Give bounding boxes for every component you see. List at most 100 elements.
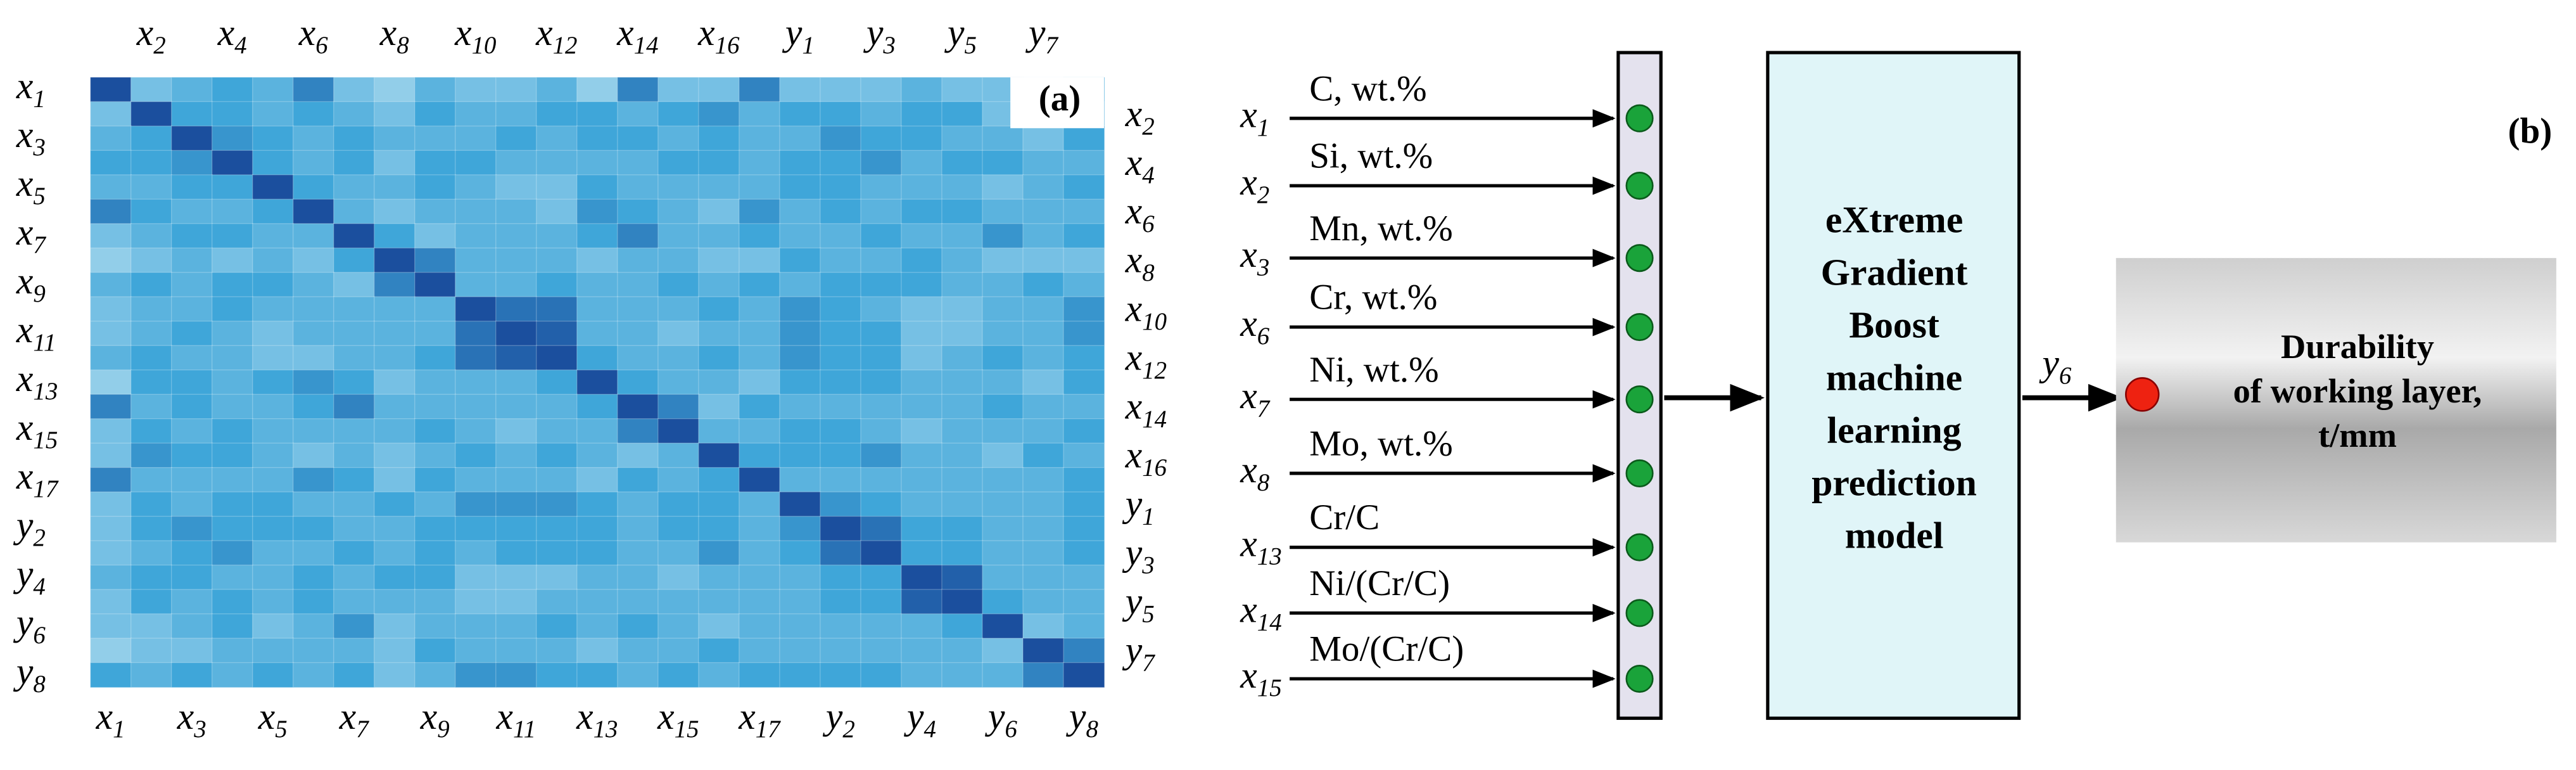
- heatmap-cell: [374, 345, 416, 371]
- heatmap-cell: [820, 174, 862, 200]
- heatmap-cell: [860, 174, 903, 200]
- heatmap-cell: [1022, 613, 1065, 639]
- heatmap-cell: [617, 296, 659, 323]
- heatmap-cell: [982, 662, 1024, 688]
- heatmap-cell: [374, 467, 416, 493]
- variable-index: 13: [1257, 543, 1282, 570]
- heatmap-cell: [333, 345, 376, 371]
- heatmap-cell: [860, 638, 903, 664]
- variable-letter: y: [863, 11, 884, 53]
- heatmap-cell: [1063, 491, 1105, 518]
- heatmap-cell: [293, 223, 335, 249]
- heatmap-cell: [414, 394, 457, 420]
- heatmap-cell: [901, 394, 943, 420]
- variable-index: 2: [1142, 113, 1154, 140]
- heatmap-cell: [1063, 515, 1105, 542]
- model-text: machine: [1826, 356, 1962, 398]
- heatmap-cell: [779, 369, 822, 395]
- heatmap-cell: [171, 321, 213, 347]
- heatmap-cell: [901, 345, 943, 371]
- heatmap-cell: [576, 272, 619, 298]
- heatmap-cell: [982, 442, 1024, 469]
- variable-index: 4: [1142, 162, 1154, 189]
- heatmap-cell: [860, 125, 903, 151]
- heatmap-cell: [698, 467, 740, 493]
- heatmap-cell: [1063, 540, 1105, 567]
- input-node: [1625, 313, 1654, 342]
- heatmap-cell: [820, 150, 862, 176]
- variable-label: x13: [576, 695, 618, 743]
- heatmap-cell: [455, 491, 497, 518]
- heatmap-cell: [941, 345, 984, 371]
- heatmap-cell: [901, 174, 943, 200]
- variable-index: 4: [33, 573, 45, 600]
- variable-label: x7: [16, 211, 46, 259]
- heatmap-cell: [90, 223, 132, 249]
- heatmap-cell: [212, 589, 254, 615]
- variable-label: x10: [454, 11, 496, 59]
- variable-letter: x: [697, 11, 715, 53]
- model-text: Boost: [1849, 304, 1939, 345]
- variable-label: x3: [177, 695, 206, 743]
- variable-letter: y: [13, 504, 34, 546]
- variable-letter: x: [16, 357, 34, 399]
- heatmap-cell: [657, 589, 700, 615]
- variable-index: 7: [33, 231, 46, 259]
- heatmap-cell: [617, 223, 659, 249]
- variable-index: 8: [33, 671, 46, 698]
- heatmap-cell: [536, 369, 578, 395]
- heatmap-cell: [576, 296, 619, 323]
- heatmap-cell: [739, 638, 781, 664]
- heatmap-cell: [171, 638, 213, 664]
- heatmap-cell: [739, 198, 781, 225]
- heatmap-cell: [130, 345, 173, 371]
- variable-index: 8: [1257, 469, 1270, 496]
- heatmap-cell: [130, 272, 173, 298]
- input-label: Si, wt.%: [1309, 136, 1433, 176]
- heatmap-cell: [414, 101, 457, 127]
- heatmap-cell: [739, 369, 781, 395]
- panel-label: (b): [2508, 112, 2553, 151]
- heatmap-cell: [414, 369, 457, 395]
- heatmap-cell: [1063, 638, 1105, 664]
- variable-index: 17: [33, 475, 58, 503]
- heatmap-cell: [293, 515, 335, 542]
- variable-index: 2: [33, 524, 45, 551]
- variable-index: 6: [33, 622, 46, 649]
- heatmap-cell: [901, 442, 943, 469]
- output-node: [2125, 377, 2160, 412]
- heatmap-cell: [1063, 369, 1105, 395]
- heatmap-cell: [1063, 174, 1105, 200]
- heatmap-cell: [657, 467, 700, 493]
- heatmap-cell: [130, 540, 173, 567]
- variable-letter: x: [1125, 189, 1143, 231]
- heatmap-cell: [455, 174, 497, 200]
- heatmap-cell: [414, 174, 457, 200]
- variable-letter: x: [379, 11, 397, 53]
- heatmap-cell: [130, 467, 173, 493]
- variable-letter: y: [782, 11, 803, 53]
- model-text: Gradient: [1821, 251, 1968, 293]
- heatmap-cell: [779, 125, 822, 151]
- variable-index: 8: [1142, 259, 1155, 286]
- heatmap-cell: [130, 296, 173, 323]
- variable-label: y8: [1066, 695, 1098, 743]
- heatmap-cell: [414, 638, 457, 664]
- heatmap-cell: [212, 296, 254, 323]
- variable-letter: y: [1122, 629, 1143, 671]
- variable-label: x3: [1240, 233, 1269, 281]
- heatmap-cell: [941, 394, 984, 420]
- heatmap-cell: [293, 418, 335, 444]
- variable-index: 1: [802, 32, 814, 59]
- heatmap-cell: [739, 272, 781, 298]
- heatmap-cell: [252, 515, 295, 542]
- heatmap-cell: [779, 467, 822, 493]
- heatmap-cell: [739, 247, 781, 274]
- heatmap-cell: [374, 369, 416, 395]
- heatmap-cell: [536, 491, 578, 518]
- heatmap-cell: [901, 296, 943, 323]
- heatmap-cell: [901, 101, 943, 127]
- heatmap-cell: [171, 467, 213, 493]
- variable-label: x12: [535, 11, 577, 59]
- heatmap-cell: [536, 125, 578, 151]
